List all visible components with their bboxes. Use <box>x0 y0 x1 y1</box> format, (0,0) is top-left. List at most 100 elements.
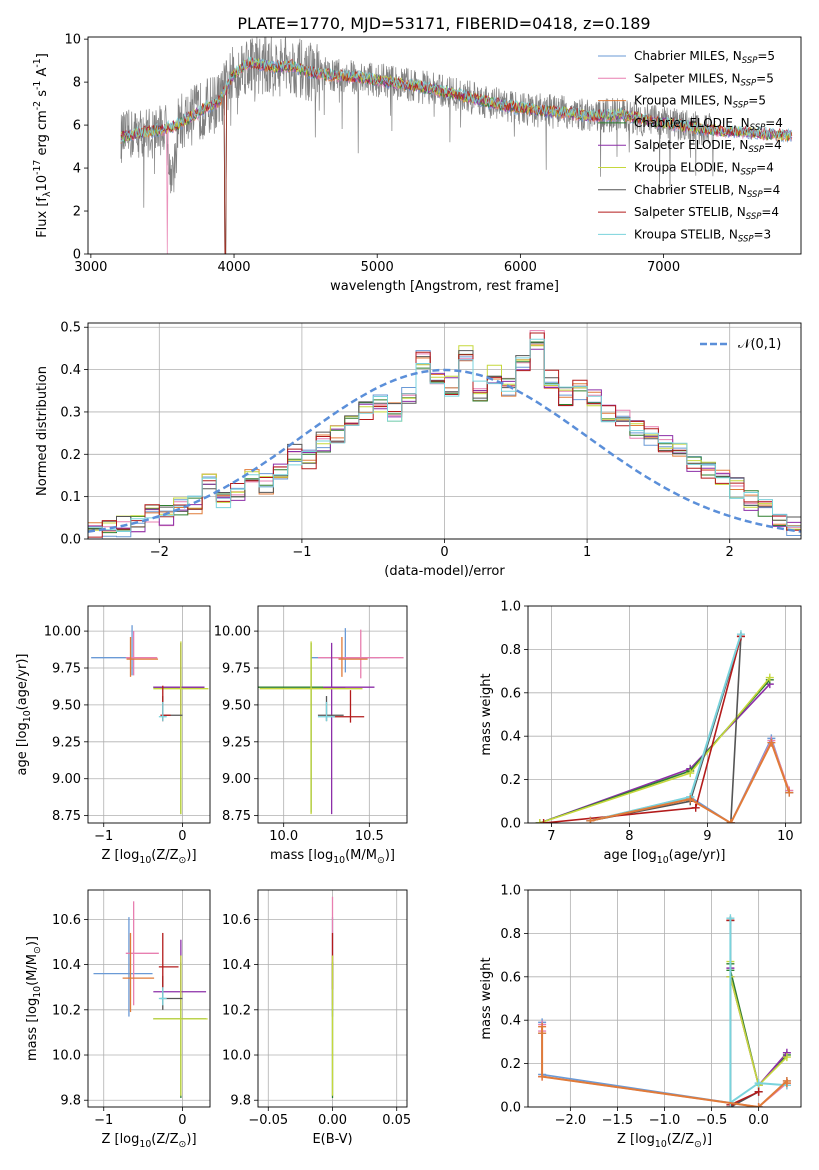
plot-area-mass_vs_Z <box>93 901 208 1098</box>
y-tick-label: 10.4 <box>52 958 81 973</box>
label-part: Z [log <box>101 848 139 863</box>
y-tick-label: 9.8 <box>60 1094 81 1109</box>
y-tick-label: 6 <box>73 119 81 134</box>
ticks-weight_vs_age: 7 8 9 10 0.0 0.2 0.4 0.6 0.8 1.0 <box>500 600 793 845</box>
y-tick-label: 0.3 <box>60 405 81 420</box>
y-tick-label: 0.6 <box>500 970 521 985</box>
x-tick-label: −1 <box>292 545 311 560</box>
legend-subscript: SSP <box>741 78 757 88</box>
y-tick-label: 1.0 <box>500 884 521 899</box>
histogram-salpeter_stelib <box>88 332 801 538</box>
weight-marker-kroupa_miles <box>767 738 776 747</box>
y-tick-label: 10 <box>64 33 81 48</box>
spectrum-legend: Chabrier MILES, N SSP =5 Salpeter MILES, NS… <box>598 49 783 244</box>
legend-tail: =5 <box>757 49 775 63</box>
model-spectrum-kroupa_stelib <box>120 56 793 143</box>
label-part: E(B-V) <box>312 1132 352 1147</box>
x-tick-label: 7 <box>547 829 555 844</box>
legend-label-kroupa_stelib: Kroupa STELIB, NSSP=3 <box>634 227 771 244</box>
weight-marker-kroupa_elodie <box>686 769 695 778</box>
y-tick-label: 0.2 <box>500 1057 521 1072</box>
axes-age_vs_mass: 10.0 10.5 8.75 9.00 9.25 9.50 9.75 10.00 mass [l… <box>214 605 408 866</box>
x-tick-label: 0 <box>440 545 448 560</box>
label-part: -1 <box>32 58 43 67</box>
label-part: (Z/Z <box>151 848 178 863</box>
label-part: Z [log <box>101 1132 139 1147</box>
y-tick-label: 8.75 <box>52 809 81 824</box>
label-part: (0,1) <box>750 337 781 352</box>
label-part: 10 <box>32 986 43 998</box>
axes-mass_vs_ebv: −0.05 0.00 0.05 9.8 10.0 10.2 10.4 10.6 E(B-V) <box>222 889 411 1147</box>
y-tick-label: 9.00 <box>52 772 81 787</box>
weight-line-kroupa_stelib <box>590 633 742 822</box>
y-tick-label: 0.4 <box>500 1014 521 1029</box>
weight-marker-kroupa_miles <box>726 819 735 823</box>
legend-text: Chabrier ELODIE, N <box>634 116 750 130</box>
y-tick-label: 0.6 <box>500 686 521 701</box>
plot-area-weight_vs_age <box>535 630 794 823</box>
y-tick-label: 0.0 <box>500 817 521 832</box>
legend-text: Chabrier MILES, N <box>634 49 742 63</box>
y-axis-label: mass weight <box>479 957 494 1039</box>
x-tick-label: 10.5 <box>355 829 384 844</box>
x-tick-label: −1.0 <box>649 1113 681 1128</box>
weight-line-chabrier_stelib <box>590 636 742 823</box>
x-tick-label: 10.0 <box>269 829 298 844</box>
label-part: (Z/Z <box>151 1132 178 1147</box>
y-tick-label: 10.0 <box>222 1049 251 1064</box>
y-tick-label: 10.2 <box>222 1003 251 1018</box>
weight-marker-salpeter_stelib <box>754 1087 763 1096</box>
legend-tail: =3 <box>754 227 772 241</box>
y-axis-label: mass [log10(M/M⊙)] <box>25 936 43 1061</box>
x-tick-label: 5000 <box>361 260 394 275</box>
label-part: 10 <box>139 1139 151 1150</box>
label-part: ⊙ <box>179 855 187 866</box>
axes-mass_vs_Z: −1 09.810.010.210.410.6Z [log10(Z/Z⊙)]mas… <box>25 889 211 1150</box>
weight-line-salpeter_miles <box>590 738 791 823</box>
legend-text: Salpeter STELIB, N <box>634 205 746 219</box>
y-tick-label: 9.25 <box>222 735 251 750</box>
weight-line-kroupa_miles <box>590 740 791 823</box>
y-tick-label: 10.00 <box>214 625 251 640</box>
weight-marker-kroupa_elodie <box>535 819 544 823</box>
y-tick-label: 9.8 <box>230 1094 251 1109</box>
label-part: mass [log <box>270 848 333 863</box>
legend-tail: =4 <box>761 205 779 219</box>
label-part: -2 <box>32 101 43 110</box>
label-part: )] <box>25 936 40 946</box>
label-part: Z [log <box>617 1132 655 1147</box>
label-part: (M/M <box>25 954 40 986</box>
y-axis-label: Normed distribution <box>35 366 50 496</box>
label-part: (age/yr)] <box>15 654 30 711</box>
weight-marker-kroupa_stelib <box>754 1079 763 1088</box>
x-tick-label: 1 <box>583 545 591 560</box>
weight-marker-kroupa_miles <box>538 1072 547 1081</box>
legend-label-salpeter_miles: Salpeter MILES, NSSP=5 <box>634 71 774 88</box>
label-part: ⊙ <box>377 855 385 866</box>
label-part: (M/M <box>345 848 377 863</box>
y-tick-label: 0 <box>73 248 81 263</box>
y-tick-label: 0.0 <box>500 1101 521 1116</box>
y-tick-label: 0.0 <box>60 533 81 548</box>
y-tick-label: 10.6 <box>52 913 81 928</box>
label-part: (data-model)/error <box>384 564 505 579</box>
ticks-residual_hist: −2 −1 0 1 2 0.0 0.1 0.2 0.3 0.4 0.5 <box>60 321 734 560</box>
weight-line-salpeter_stelib <box>729 920 759 1107</box>
label-part: )] <box>186 848 196 863</box>
weight-marker-kroupa_elodie <box>782 1053 791 1062</box>
x-tick-label: 7000 <box>647 260 680 275</box>
label-part: )] <box>186 1132 196 1147</box>
label-part: A <box>35 68 50 81</box>
label-part: 10 <box>655 1139 667 1150</box>
x-tick-label: −2.0 <box>555 1113 587 1128</box>
x-tick-label: 10 <box>777 829 794 844</box>
label-part: 𝒩 <box>738 337 753 352</box>
legend-text: Kroupa ELODIE, N <box>634 161 741 175</box>
axes-spectrum: 3000 4000 5000 6000 7000 0 2 4 6 8 10 wavelength [A… <box>32 33 802 294</box>
weight-marker-kroupa_miles <box>586 816 595 823</box>
label-part: λ <box>42 191 53 197</box>
x-tick-label: 2 <box>726 545 734 560</box>
x-tick-label: −1 <box>94 829 113 844</box>
axes-frame <box>257 889 408 1108</box>
legend-label-chabrier_elodie: Chabrier ELODIE, NSSP=4 <box>634 116 783 133</box>
